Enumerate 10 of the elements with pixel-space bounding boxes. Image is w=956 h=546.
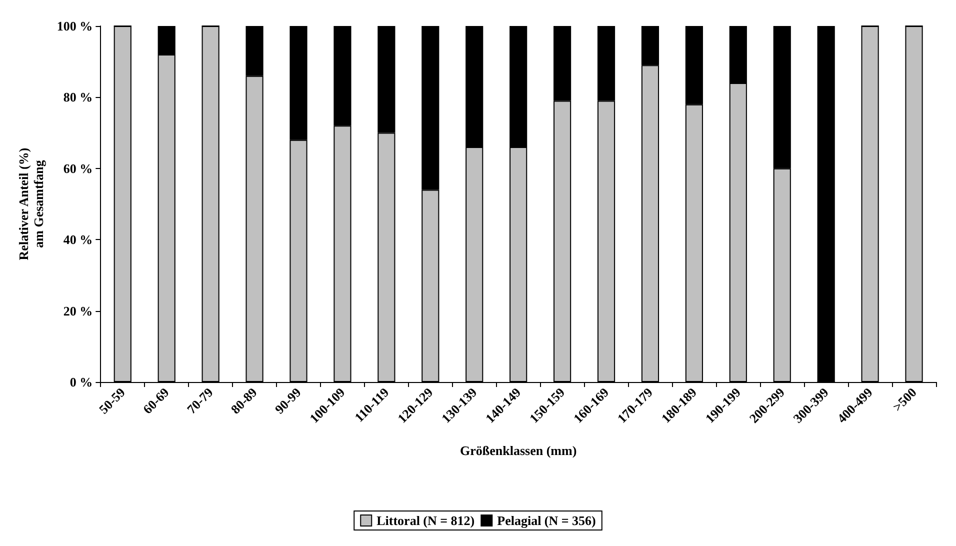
y-tick-label: 60 %: [63, 160, 93, 176]
y-tick-label: 0 %: [70, 374, 93, 390]
legend-label: Littoral (N = 812): [376, 513, 475, 528]
x-axis-title: Größenklassen (mm): [460, 443, 577, 458]
y-tick-label: 100 %: [56, 18, 93, 34]
y-tick-label: 20 %: [63, 303, 93, 318]
y-axis-title: Relativer Anteil (%) am Gesamtfang: [16, 148, 46, 260]
y-tick-label: 80 %: [63, 90, 93, 105]
y-tick-label: 40 %: [63, 232, 93, 248]
legend-label: Pelagial (N = 356): [497, 513, 596, 528]
